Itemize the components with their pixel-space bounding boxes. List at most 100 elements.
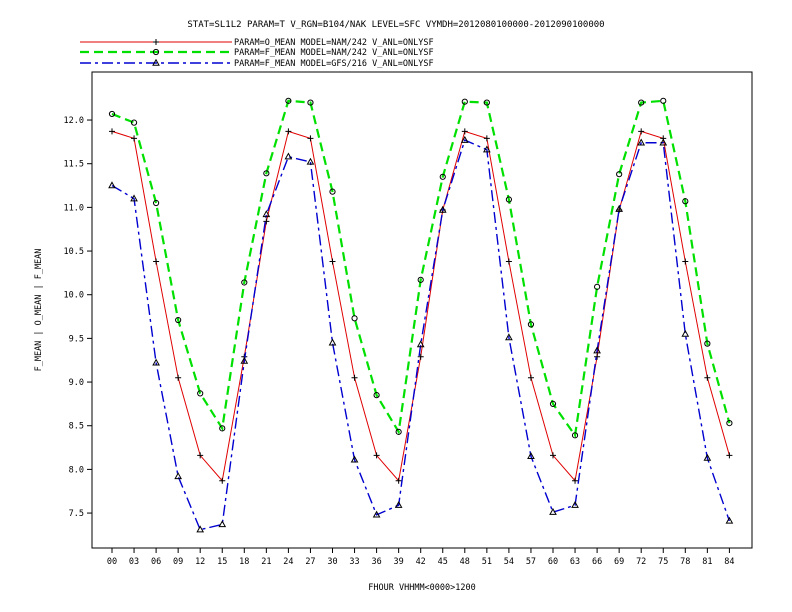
- data-point: [682, 198, 689, 205]
- data-point: [394, 500, 403, 508]
- chart-title: STAT=SL1L2 PARAM=T V_RGN=B104/NAK LEVEL=…: [187, 20, 604, 30]
- legend: PARAM=O_MEAN MODEL=NAM/242 V_ANL=ONLYSFP…: [80, 38, 434, 69]
- data-point: [350, 455, 359, 463]
- data-point: [638, 99, 645, 106]
- data-point: [659, 138, 668, 146]
- data-point: [439, 173, 446, 180]
- x-tick-label: 45: [438, 557, 448, 567]
- data-point: [351, 374, 358, 381]
- data-point: [725, 516, 734, 524]
- series-line: [111, 99, 731, 439]
- data-point: [153, 199, 160, 207]
- x-tick-label: 39: [394, 557, 404, 567]
- data-point: [372, 510, 381, 518]
- data-point: [262, 210, 271, 218]
- data-point: [329, 188, 336, 195]
- data-point: [571, 500, 579, 508]
- data-point: [549, 507, 557, 515]
- data-point: [726, 452, 733, 459]
- data-point: [417, 353, 424, 360]
- data-point: [395, 477, 402, 484]
- data-point: [241, 279, 248, 286]
- legend-marker: [152, 48, 160, 56]
- data-point: [307, 135, 314, 142]
- x-tick-label: 33: [349, 557, 359, 567]
- data-point: [130, 194, 138, 202]
- x-tick-label: 75: [658, 557, 668, 567]
- x-tick-label: 15: [217, 557, 227, 567]
- x-tick-label: 81: [702, 557, 712, 567]
- data-point: [328, 338, 337, 346]
- y-tick-label: 11.0: [64, 203, 84, 213]
- data-point: [550, 452, 556, 459]
- series-1: [109, 128, 733, 484]
- x-tick-label: 51: [482, 557, 492, 567]
- y-tick-label: 7.5: [69, 509, 84, 519]
- data-point: [616, 171, 623, 178]
- data-point: [527, 321, 535, 328]
- x-tick-label: 69: [614, 557, 624, 567]
- x-tick-label: 06: [151, 557, 161, 567]
- legend-label: PARAM=O_MEAN MODEL=NAM/242 V_ANL=ONLYSF: [234, 38, 434, 48]
- data-point: [438, 205, 447, 213]
- x-axis-label: FHOUR VHHMM<0000>1200: [368, 583, 475, 593]
- data-point: [373, 392, 380, 399]
- data-point: [593, 346, 601, 354]
- data-point: [461, 128, 468, 135]
- data-point: [594, 283, 601, 290]
- series-3: [108, 135, 734, 533]
- data-point: [726, 420, 733, 427]
- y-axis: 7.5 8.0 8.5 9.0 9.5 10.0 10.5 11.0 11.5 12.0: [64, 116, 92, 519]
- data-point: [175, 374, 182, 381]
- x-tick-label: 00: [107, 557, 117, 567]
- x-tick-label: 12: [195, 557, 205, 567]
- data-point: [197, 390, 204, 397]
- series-layer: [108, 97, 734, 533]
- plot-frame: [91, 71, 753, 549]
- x-tick-label: 54: [504, 557, 514, 567]
- legend-label: PARAM=F_MEAN MODEL=NAM/242 V_ANL=ONLYSF: [234, 48, 434, 58]
- data-point: [638, 128, 645, 135]
- data-point: [637, 138, 646, 146]
- x-axis: 00 03 06 09 12 15 18 21 24 27 30 33 36 39 42 45 48 51 54 57…: [107, 548, 735, 567]
- data-point: [527, 374, 534, 381]
- data-point: [461, 98, 468, 105]
- data-point: [483, 145, 491, 153]
- data-point: [615, 204, 623, 212]
- data-point: [240, 356, 249, 364]
- data-point: [196, 525, 205, 533]
- data-point: [395, 428, 402, 435]
- data-point: [263, 218, 270, 225]
- data-point: [131, 135, 138, 142]
- y-tick-label: 10.5: [64, 247, 84, 257]
- x-tick-label: 36: [371, 557, 381, 567]
- data-point: [329, 258, 336, 265]
- x-tick-label: 09: [173, 557, 183, 567]
- x-tick-label: 42: [416, 557, 426, 567]
- x-tick-label: 30: [327, 557, 337, 567]
- series-line: [111, 130, 730, 482]
- data-point: [108, 181, 116, 189]
- data-point: [130, 119, 138, 126]
- series-line: [111, 139, 731, 531]
- data-point: [306, 157, 315, 165]
- data-point: [263, 170, 270, 177]
- x-tick-label: 18: [239, 557, 249, 567]
- data-point: [285, 128, 292, 135]
- x-tick-label: 60: [548, 557, 558, 567]
- y-tick-label: 8.0: [69, 465, 84, 475]
- x-tick-label: 03: [129, 557, 139, 567]
- data-point: [704, 374, 711, 381]
- x-tick-label: 66: [592, 557, 602, 567]
- y-tick-label: 11.5: [64, 160, 84, 170]
- data-point: [483, 135, 490, 142]
- data-point: [109, 128, 115, 135]
- x-tick-label: 78: [680, 557, 690, 567]
- data-point: [681, 329, 690, 337]
- data-point: [219, 425, 226, 432]
- data-point: [571, 432, 579, 439]
- y-tick-label: 8.5: [69, 422, 84, 432]
- x-tick-label: 27: [305, 557, 315, 567]
- data-point: [549, 400, 557, 407]
